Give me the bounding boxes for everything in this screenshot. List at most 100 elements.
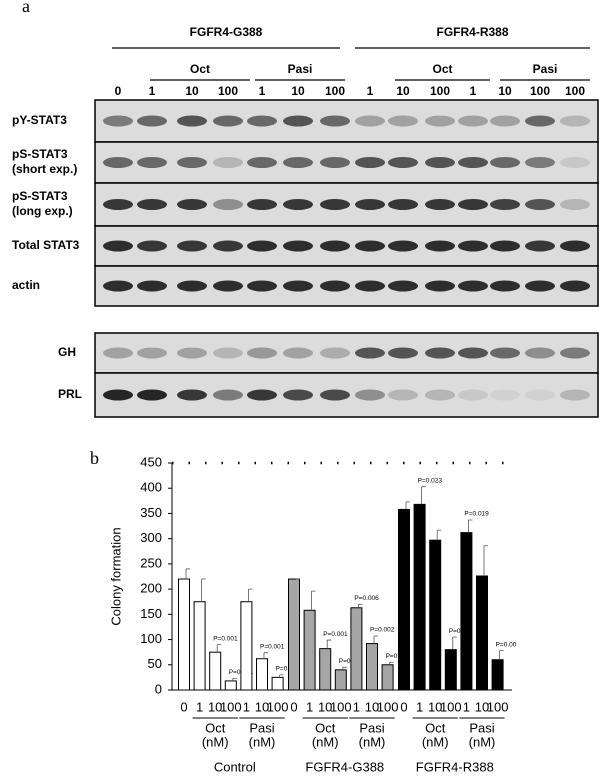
row-label: pY-STAT3 xyxy=(12,113,67,127)
group-label: FGFR4-G388 xyxy=(305,759,384,774)
p-value-label: P=0.001 xyxy=(323,631,348,638)
lane-label: 100 xyxy=(430,84,450,98)
band xyxy=(247,347,277,359)
band xyxy=(560,199,590,210)
band xyxy=(137,157,167,168)
bar xyxy=(288,578,300,691)
bar xyxy=(398,508,410,691)
lane-label: 0 xyxy=(115,84,122,98)
bar xyxy=(491,659,504,691)
band xyxy=(425,240,455,252)
band xyxy=(103,115,133,127)
band xyxy=(137,280,167,292)
band xyxy=(425,157,455,168)
error-bar xyxy=(483,545,488,576)
error-bar xyxy=(279,674,284,678)
row-label: PRL xyxy=(58,387,82,401)
bar xyxy=(460,532,473,691)
subgroup-unit: (nM) xyxy=(312,734,339,749)
band xyxy=(425,199,455,210)
band xyxy=(177,115,207,127)
band xyxy=(388,115,418,127)
band xyxy=(283,199,313,210)
band xyxy=(560,157,590,168)
band xyxy=(247,115,277,127)
band xyxy=(213,389,243,401)
y-tick-label: 0 xyxy=(155,681,162,696)
band xyxy=(525,115,555,127)
band xyxy=(177,157,207,168)
x-tick-label: 100 xyxy=(220,699,242,714)
band xyxy=(355,389,385,401)
band xyxy=(247,199,277,210)
p-value-label: P=0.002 xyxy=(370,627,395,634)
x-tick-label: 100 xyxy=(267,699,289,714)
p-value-label: P=0.006 xyxy=(354,595,379,602)
x-tick-label: 0 xyxy=(400,699,407,714)
bar xyxy=(271,676,284,691)
band xyxy=(388,389,418,401)
x-tick-label: 10 xyxy=(475,699,489,714)
band xyxy=(213,240,243,252)
bar xyxy=(334,669,347,691)
band xyxy=(388,157,418,168)
y-tick-label: 100 xyxy=(140,631,162,646)
band xyxy=(177,389,207,401)
bar xyxy=(240,601,253,691)
panel-label: a xyxy=(22,0,30,16)
band xyxy=(213,199,243,210)
x-tick-label: 100 xyxy=(440,699,462,714)
subgroup-unit: (nM) xyxy=(422,734,449,749)
y-tick-label: 150 xyxy=(140,606,162,621)
bar xyxy=(209,651,222,691)
band xyxy=(355,199,385,210)
band xyxy=(247,157,277,168)
band xyxy=(525,347,555,359)
band xyxy=(560,347,590,359)
band xyxy=(560,115,590,127)
lane-label: 10 xyxy=(498,84,512,98)
band xyxy=(490,199,520,210)
band xyxy=(458,280,488,292)
row-label: Total STAT3 xyxy=(12,238,80,252)
subgroup-unit: (nM) xyxy=(249,734,276,749)
row-label: GH xyxy=(58,345,76,359)
lane-label: 1 xyxy=(259,84,266,98)
band xyxy=(320,389,350,401)
y-tick-label: 250 xyxy=(140,555,162,570)
x-tick-label: 10 xyxy=(255,699,269,714)
band xyxy=(355,347,385,359)
error-bar xyxy=(468,519,473,533)
band xyxy=(283,347,313,359)
band xyxy=(177,240,207,252)
subgroup-label: Pasi xyxy=(469,720,494,735)
x-tick-label: 100 xyxy=(377,699,399,714)
y-tick-label: 200 xyxy=(140,581,162,596)
p-value-label: P=0.001 xyxy=(276,666,301,673)
bar xyxy=(429,539,442,691)
band xyxy=(490,115,520,127)
p-value-label: P=0.00 xyxy=(496,641,517,648)
y-axis-label: Colony formation xyxy=(108,527,123,625)
band xyxy=(388,347,418,359)
lane-label: 100 xyxy=(530,84,550,98)
band xyxy=(247,389,277,401)
subgroup-header: Pasi xyxy=(288,62,313,76)
band xyxy=(103,157,133,168)
error-bar xyxy=(452,636,457,650)
p-value-label: P=0.001 xyxy=(213,635,238,642)
panel-label: b xyxy=(90,448,99,468)
bar xyxy=(178,578,190,691)
bar xyxy=(319,648,332,691)
p-value-label: P=0.00 xyxy=(386,653,407,660)
error-bar xyxy=(499,650,504,660)
band xyxy=(388,280,418,292)
x-tick-label: 100 xyxy=(330,699,352,714)
x-tick-label: 1 xyxy=(416,699,423,714)
x-tick-label: 0 xyxy=(290,699,297,714)
lane-label: 100 xyxy=(565,84,585,98)
band xyxy=(247,280,277,292)
error-bar xyxy=(389,661,394,665)
band xyxy=(490,280,520,292)
band xyxy=(320,280,350,292)
